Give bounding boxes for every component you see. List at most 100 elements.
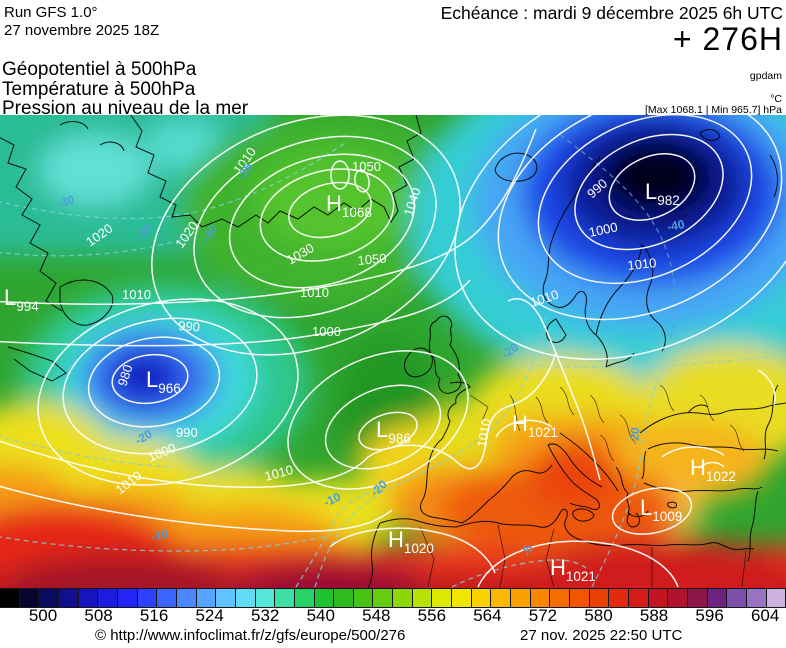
- color-scale-labels: 500 508 516 524 532 540 548 556 564 572 580 588 596 6…: [0, 606, 786, 626]
- pressure-center-value: 986: [388, 431, 411, 446]
- pressure-center-value: 1068: [342, 205, 372, 220]
- color-scale-cell: [97, 588, 118, 608]
- param-geopotential: Géopotentiel à 500hPa: [2, 59, 197, 80]
- temperature-value-label: -10: [150, 527, 170, 544]
- color-scale-value: 596: [695, 606, 724, 625]
- pressure-center-value: 966: [158, 381, 181, 396]
- source-credit-url: © http://www.infoclimat.fr/z/gfs/europe/…: [95, 627, 406, 644]
- low-pressure-letter: L: [376, 417, 388, 442]
- pressure-center-value: 994: [16, 299, 39, 314]
- color-scale-cell: [510, 588, 531, 608]
- pressure-center-value: 982: [657, 193, 680, 208]
- color-scale-value: 540: [306, 606, 335, 625]
- color-scale-cell: [726, 588, 747, 608]
- color-scale-cell: [0, 588, 20, 608]
- pressure-center-label: L986: [376, 417, 411, 446]
- color-scale-value: 588: [639, 606, 669, 625]
- color-scale-cell: [254, 588, 276, 608]
- country-borders: [419, 384, 747, 588]
- color-scale-cell: [57, 588, 79, 608]
- color-scale-cell: [215, 588, 236, 608]
- color-scale-value: 532: [251, 606, 280, 625]
- high-pressure-letter: H: [388, 527, 404, 552]
- geopotential-color-scale: [0, 588, 786, 608]
- temperature-value-label: -10: [321, 490, 343, 510]
- param-pressure: Pression au niveau de la mer: [2, 98, 249, 119]
- isobar-value-label: 1050: [352, 159, 381, 174]
- isobar-value-label: 1010: [263, 462, 295, 484]
- color-scale-value: 500: [28, 606, 58, 625]
- pressure-center-label: L966: [146, 367, 181, 396]
- low-pressure-letter: L: [146, 367, 158, 392]
- isobar-value-label: 1050: [357, 251, 387, 268]
- color-scale-cell: [470, 588, 492, 608]
- pressure-center-value: 1022: [706, 469, 736, 484]
- temperature-value-label: -30: [56, 193, 76, 210]
- color-scale-cell: [608, 588, 629, 608]
- temperature-label-layer: -35-30-30 -30 -40-20-20-20-20-10-10-5: [56, 160, 686, 558]
- low-pressure-letter: L: [645, 179, 657, 204]
- color-scale-cell: [234, 588, 256, 608]
- pressure-center-label: H1068: [326, 191, 372, 220]
- color-scale-cell: [667, 588, 688, 608]
- pressure-center-label: H1022: [690, 455, 736, 484]
- pressure-center-value: 1009: [652, 509, 682, 524]
- isobar-value-label: 1010: [122, 287, 151, 302]
- run-date: 27 novembre 2025 18Z: [4, 22, 160, 39]
- isobar-value-label: 1010: [627, 255, 657, 273]
- isobar-value-label: 1010: [300, 285, 329, 300]
- pressure-centers-layer: H1068L982L994L966L986H1021H1022L1009H102…: [4, 179, 736, 584]
- temperature-value-label: -20: [627, 426, 642, 445]
- color-scale-value: 508: [84, 606, 113, 625]
- weather-map: 1050 1040 1030 1050 1020 1020 1010 990 1000 1010 1…: [0, 55, 786, 627]
- color-scale-cell: [195, 588, 217, 608]
- low-pressure-letter: L: [4, 285, 16, 310]
- color-scale-value: 564: [473, 606, 502, 625]
- color-scale-cell: [333, 588, 354, 608]
- color-scale-value: 548: [362, 606, 391, 625]
- unit-geopotential: gpdam: [749, 70, 782, 82]
- color-scale-cell: [274, 588, 295, 608]
- pressure-center-label: H1020: [388, 527, 434, 556]
- param-temperature: Température à 500hPa: [2, 78, 196, 100]
- generation-timestamp: 27 nov. 2025 22:50 UTC: [520, 627, 683, 644]
- color-scale-cell: [38, 588, 59, 608]
- color-scale-cell: [392, 588, 413, 608]
- pressure-center-value: 1020: [404, 541, 434, 556]
- color-scale-value: 580: [584, 606, 613, 625]
- high-pressure-letter: H: [550, 555, 566, 580]
- high-pressure-letter: H: [326, 191, 342, 216]
- color-scale-cell: [569, 588, 590, 608]
- low-pressure-letter: L: [640, 495, 652, 520]
- forecast-hour: + 276H: [672, 21, 783, 57]
- color-scale-cell: [372, 588, 394, 608]
- color-scale-cell: [431, 588, 453, 608]
- color-scale-cell: [18, 588, 40, 608]
- isobar-value-label: 990: [178, 318, 201, 334]
- color-scale-cell: [706, 588, 728, 608]
- isobar-value-label: 1000: [312, 324, 341, 339]
- color-scale-cell: [136, 588, 158, 608]
- color-scale-cell: [628, 588, 649, 608]
- color-scale-cell: [745, 588, 767, 608]
- pressure-center-label: H1021: [512, 411, 558, 440]
- unit-temperature: °C: [770, 93, 782, 105]
- high-pressure-letter: H: [512, 411, 528, 436]
- color-scale-cell: [313, 588, 335, 608]
- geopotential-color-field: [0, 55, 786, 627]
- isobar-value-label: 1010: [474, 417, 494, 448]
- color-scale-cell: [116, 588, 138, 608]
- pressure-center-label: L982: [645, 179, 680, 208]
- color-scale-cell: [686, 588, 708, 608]
- color-scale-cell: [156, 588, 177, 608]
- pressure-minmax: [Max 1068.1 | Min 965.7] hPa: [645, 104, 782, 116]
- pressure-center-value: 1021: [528, 425, 558, 440]
- temperature-value-label: -40: [666, 217, 686, 234]
- color-scale-cell: [588, 588, 610, 608]
- color-scale-cell: [549, 588, 571, 608]
- color-scale-cell: [77, 588, 99, 608]
- color-scale-value: 572: [528, 606, 558, 625]
- color-scale-value: 516: [139, 606, 169, 625]
- color-scale-cell: [647, 588, 669, 608]
